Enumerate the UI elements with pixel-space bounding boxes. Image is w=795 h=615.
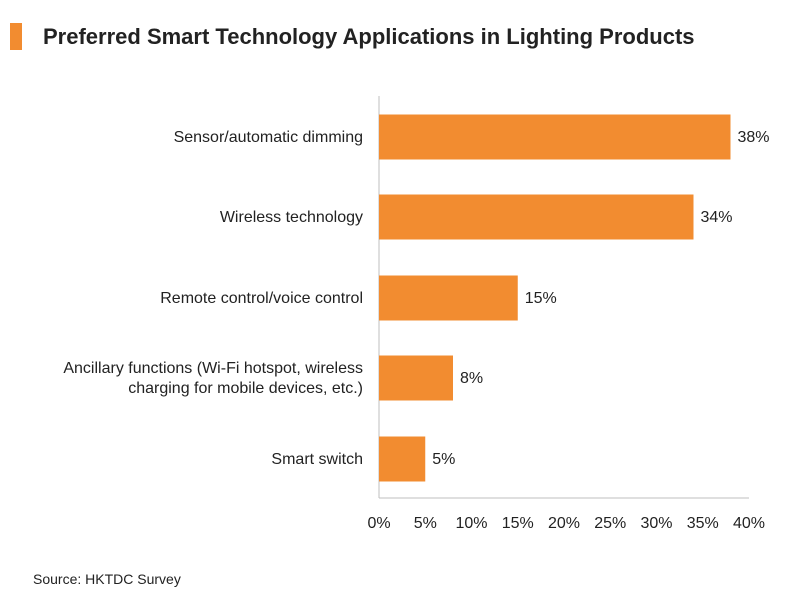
source-note: Source: HKTDC Survey [33, 571, 181, 587]
x-tick-label: 25% [594, 515, 626, 532]
category-label-line: Smart switch [271, 451, 363, 468]
bar [379, 355, 453, 401]
category-label: Ancillary functions (Wi-Fi hotspot, wire… [63, 360, 363, 397]
x-tick-label: 10% [455, 515, 487, 532]
data-label: 8% [460, 370, 483, 387]
category-label: Wireless technology [220, 209, 363, 226]
x-tick-label: 5% [414, 515, 437, 532]
bar-chart: 0% 5% 10% 15% 20% 25% 30% 35% 40% 38% Sensor/autom… [63, 96, 770, 532]
x-tick-label: 35% [687, 515, 719, 532]
category-label: Remote control/voice control [160, 290, 363, 307]
x-tick-label: 40% [733, 515, 765, 532]
bar [379, 114, 731, 160]
data-label: 5% [432, 451, 455, 468]
data-label: 38% [738, 129, 770, 146]
x-tick-label: 0% [367, 515, 390, 532]
category-label-line: Remote control/voice control [160, 290, 363, 307]
x-tick-label: 15% [502, 515, 534, 532]
x-tick-label: 20% [548, 515, 580, 532]
category-label-line: Sensor/automatic dimming [174, 129, 363, 146]
category-label-line: Ancillary functions (Wi-Fi hotspot, wire… [63, 360, 363, 377]
data-label: 34% [701, 209, 733, 226]
category-label: Sensor/automatic dimming [174, 129, 363, 146]
category-label: Smart switch [271, 451, 363, 468]
data-label: 15% [525, 290, 557, 307]
bar [379, 275, 518, 321]
bar [379, 436, 426, 482]
category-label-line: Wireless technology [220, 209, 363, 226]
chart-title: Preferred Smart Technology Applications … [43, 24, 695, 49]
category-label-line: charging for mobile devices, etc.) [128, 380, 363, 397]
x-tick-label: 30% [640, 515, 672, 532]
bar [379, 194, 694, 240]
title-marker [10, 23, 22, 50]
